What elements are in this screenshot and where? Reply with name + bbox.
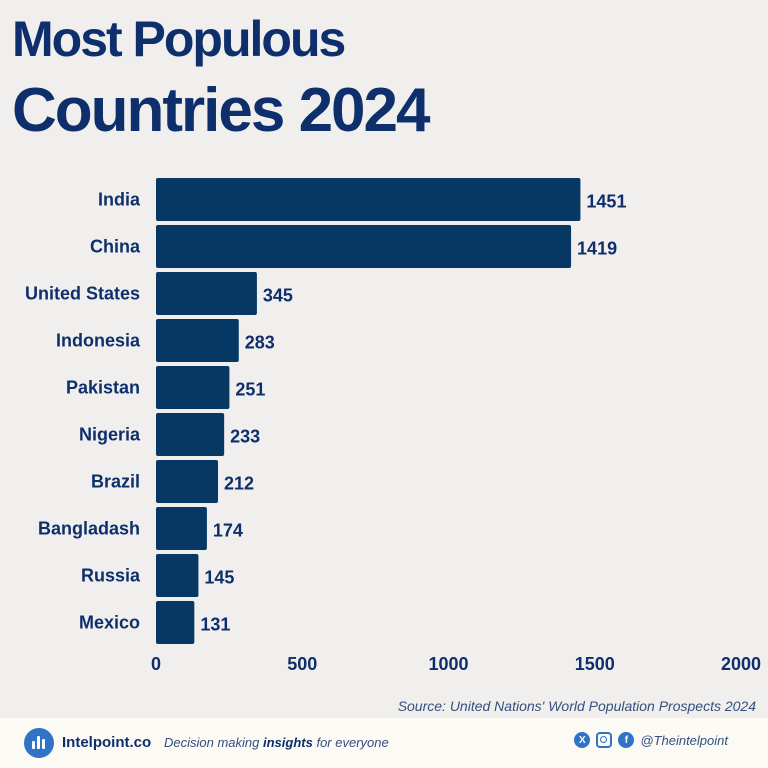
bar-8 [156,554,199,597]
category-label: United States [25,284,140,304]
x-tick-label: 1000 [428,654,468,674]
value-label: 1419 [577,239,617,259]
bar-1 [156,225,572,268]
category-label: Nigeria [79,425,141,445]
social-links: X f @Theintelpoint [574,732,728,748]
category-label: India [98,190,141,210]
x-tick-label: 500 [287,654,317,674]
tagline: Decision making insights for everyone [164,735,389,750]
value-label: 1451 [586,192,626,212]
social-handle: @Theintelpoint [640,732,728,748]
bar-3 [156,319,239,362]
value-label: 283 [245,333,275,353]
footer: Intelpoint.co Decision making insights f… [0,718,768,768]
bar-4 [156,366,230,409]
value-label: 131 [200,615,230,635]
value-label: 174 [213,521,243,541]
bar-chart: India 1451 China 1419 United States 345 Indone… [25,178,761,674]
category-label: Russia [81,566,141,586]
value-label: 212 [224,474,254,494]
bar-5 [156,413,225,456]
category-label: Indonesia [56,331,141,351]
value-label: 233 [230,427,260,447]
x-tick-label: 2000 [721,654,761,674]
source-note: Source: United Nations' World Population… [397,698,756,714]
bar-0 [156,178,581,221]
category-label: China [90,237,141,257]
category-label: Pakistan [66,378,140,398]
value-label: 145 [204,568,234,588]
category-label: Mexico [79,613,140,633]
title-line-2: Countries 2024 [12,76,431,145]
bar-7 [156,507,207,550]
x-icon[interactable]: X [574,732,591,748]
bar-6 [156,460,219,503]
category-label: Bangladash [38,519,140,539]
instagram-icon[interactable] [596,732,613,748]
bar-9 [156,601,195,644]
intelpoint-logo-icon [24,728,54,758]
value-label: 345 [263,286,293,306]
bar-2 [156,272,257,315]
facebook-icon[interactable]: f [618,732,635,748]
title-line-1: Most Populous [12,11,346,67]
category-label: Brazil [91,472,140,492]
x-tick-label: 1500 [575,654,615,674]
x-tick-label: 0 [151,654,161,674]
value-label: 251 [235,380,265,400]
brand-name: Intelpoint.co [62,734,152,751]
